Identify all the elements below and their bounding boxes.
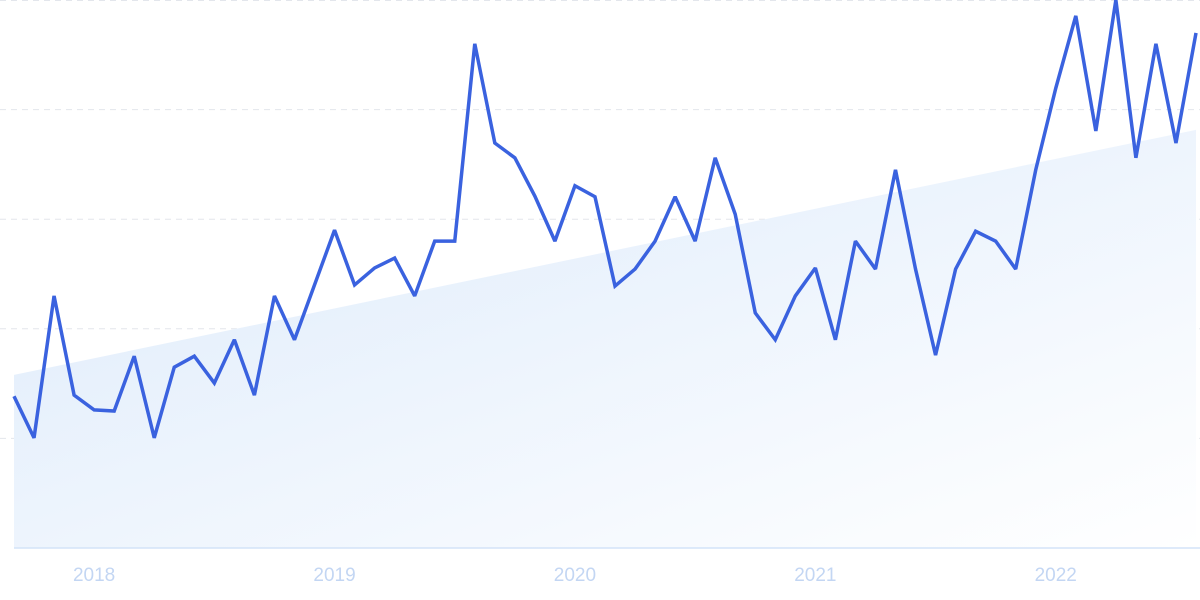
- x-tick-label: 2022: [1035, 565, 1077, 586]
- x-tick-label: 2019: [313, 565, 355, 586]
- x-tick-label: 2020: [554, 565, 596, 586]
- line-series: [12, 0, 1198, 439]
- trend-area: [14, 129, 1196, 548]
- x-tick-label: 2018: [73, 565, 115, 586]
- x-tick-label: 2021: [794, 565, 836, 586]
